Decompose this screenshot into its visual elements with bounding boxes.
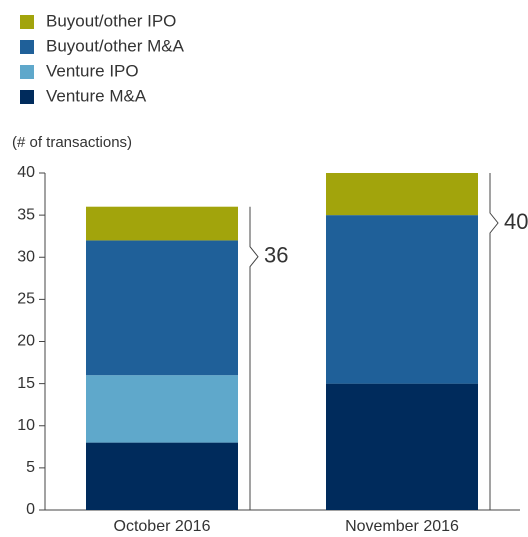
x-tick-label: October 2016: [114, 518, 211, 535]
bar-segment: [326, 383, 478, 510]
y-tick-label: 0: [26, 501, 35, 518]
legend-swatch: [20, 90, 34, 104]
legend-label: Buyout/other M&A: [46, 36, 185, 55]
total-label: 36: [264, 243, 288, 268]
total-brace: [489, 173, 499, 510]
legend-swatch: [20, 40, 34, 54]
bar-segment: [326, 215, 478, 384]
y-axis-label: (# of transactions): [12, 134, 132, 151]
bar-segment: [86, 240, 238, 376]
total-label: 40: [504, 209, 528, 234]
legend-swatch: [20, 15, 34, 29]
bar-segment: [86, 442, 238, 510]
legend-swatch: [20, 65, 34, 79]
y-tick-label: 40: [17, 164, 35, 181]
y-tick-label: 25: [17, 291, 35, 308]
bar-segment: [326, 173, 478, 216]
x-tick-label: November 2016: [345, 518, 459, 535]
y-tick-label: 5: [26, 459, 35, 476]
legend-label: Buyout/other IPO: [46, 11, 176, 30]
legend-label: Venture M&A: [46, 86, 147, 105]
y-tick-label: 35: [17, 206, 35, 223]
bar-segment: [86, 206, 238, 241]
bar-segment: [86, 375, 238, 443]
total-brace: [249, 206, 259, 510]
y-tick-label: 30: [17, 248, 35, 265]
y-tick-label: 10: [17, 417, 35, 434]
y-tick-label: 20: [17, 333, 35, 350]
legend-label: Venture IPO: [46, 61, 139, 80]
y-tick-label: 15: [17, 375, 35, 392]
